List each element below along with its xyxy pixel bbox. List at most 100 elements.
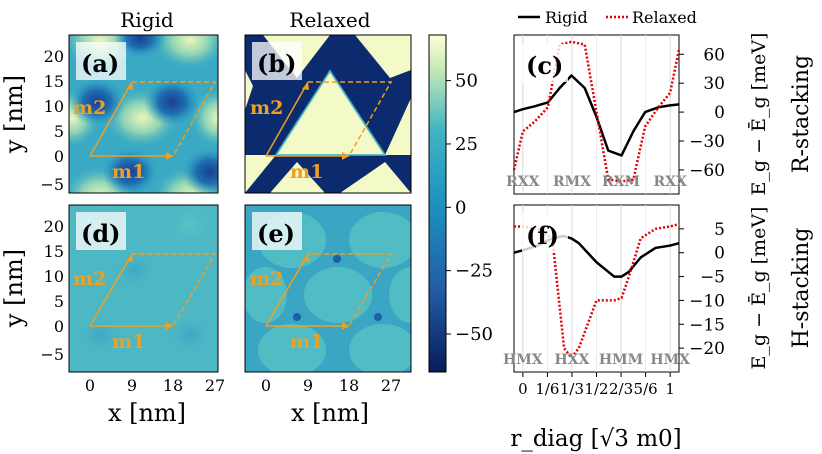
legend-rigid-label: Rigid — [545, 8, 588, 27]
m2-vector-e — [265, 253, 309, 327]
xtick-e-0: 0 — [261, 376, 271, 395]
m1-label-b: m1 — [290, 161, 323, 183]
ytick-d-10: 10 — [44, 267, 64, 286]
xlabel-left: x [nm] — [108, 399, 186, 427]
ytick-d-20: 20 — [44, 217, 64, 236]
ytick-label-c: −30 — [689, 132, 725, 152]
ytick-label-f: −15 — [689, 315, 725, 335]
ytick-d-m5: −5 — [40, 345, 64, 364]
colorbar — [428, 34, 447, 373]
m2-label-b: m2 — [250, 97, 283, 119]
cell-dashed-e — [308, 253, 393, 327]
row-label-r-stacking: R-stacking — [789, 55, 814, 173]
xtick-label-line: 1/2 — [584, 380, 608, 398]
row-label-h-stacking: H-stacking — [789, 228, 814, 349]
ytick-a-0: 0 — [54, 147, 64, 166]
cell-dashed-d — [132, 253, 217, 327]
ytick-label-c: 60 — [703, 45, 725, 65]
ytick-d-15: 15 — [44, 242, 64, 261]
site-label-f: HXX — [554, 352, 589, 368]
column-title-relaxed: Relaxed — [289, 8, 370, 32]
xtick-label-line: 5/6 — [634, 380, 658, 398]
m2-label-e: m2 — [250, 268, 283, 290]
colorbar-tick-label: 25 — [455, 134, 478, 155]
site-label-f: HMX — [650, 352, 690, 368]
colorbar-tick-label: 50 — [455, 71, 478, 92]
cell-dashed-b — [308, 81, 393, 157]
xlabel-right: x [nm] — [291, 399, 369, 427]
vector-arrowheads — [126, 82, 349, 330]
ytick-d-5: 5 — [54, 292, 64, 311]
xtick-label-line: 1 — [665, 380, 675, 398]
ylabel-top: y [nm] — [0, 75, 28, 154]
site-label-c: RXX — [653, 174, 686, 190]
m2-vector-b — [265, 81, 309, 157]
map-axis-ticks: −5 0 5 10 15 20 −5 0 5 10 15 20 0 9 18 2… — [40, 47, 401, 395]
colorbar-tick-label: −50 — [455, 324, 493, 345]
ylabel-c: E_g − Ē_g [meV] — [747, 33, 770, 196]
panel-d-letter: (d) — [81, 219, 121, 248]
column-title-rigid: Rigid — [120, 8, 174, 32]
xlabel-line-panels: r_diag [√3 m0] — [510, 426, 681, 452]
legend-relaxed-label: Relaxed — [632, 8, 697, 27]
ytick-label-c: 30 — [703, 74, 725, 94]
panel-f-letter: (f) — [526, 221, 559, 250]
panel-c-label-box — [522, 44, 568, 82]
panel-e-letter: (e) — [257, 219, 295, 248]
xtick-e-18: 18 — [339, 376, 359, 395]
xtick-e-27: 27 — [381, 376, 401, 395]
ytick-label-c: −60 — [689, 161, 725, 181]
site-label-c: RXM — [602, 174, 640, 190]
m1-label-a: m1 — [112, 161, 145, 183]
site-label-c: RMX — [553, 174, 591, 190]
ytick-a-5: 5 — [54, 122, 64, 141]
ytick-a-20: 20 — [44, 47, 64, 66]
xtick-label-line: 2/3 — [609, 380, 633, 398]
vector-labels: m1 m2 m1 m2 m1 m2 m1 m2 — [73, 97, 323, 353]
m2-vector-a — [89, 81, 133, 157]
site-label-f: HMX — [503, 352, 543, 368]
ytick-label-f: −20 — [689, 339, 725, 359]
panel-e-label-box — [252, 212, 302, 250]
series-line-relaxed-c — [512, 40, 681, 183]
xtick-d-0: 0 — [85, 376, 95, 395]
ytick-a-10: 10 — [44, 97, 64, 116]
panel-b-letter: (b) — [257, 49, 297, 78]
panel-a-heatmap — [69, 35, 218, 193]
xtick-d-27: 27 — [205, 376, 225, 395]
panel-a-label-box — [76, 42, 126, 80]
ylabel-f: E_g − Ē_g [meV] — [747, 207, 770, 370]
ytick-d-0: 0 — [54, 317, 64, 336]
ytick-label-f: 0 — [714, 244, 725, 264]
site-label-f: HMM — [599, 352, 643, 368]
panel-a-letter: (a) — [81, 49, 119, 78]
ylabel-bottom: y [nm] — [0, 249, 28, 328]
m1-label-d: m1 — [112, 331, 145, 353]
ytick-label-f: 5 — [714, 220, 725, 240]
panel-b-label-box — [252, 42, 302, 80]
ytick-a-m5: −5 — [40, 175, 64, 194]
line-legend: Rigid Relaxed — [518, 8, 697, 27]
cell-dashed-a — [132, 81, 217, 157]
colorbar-ticks: 50 25 0 −25 −50 — [446, 71, 493, 345]
xtick-label-line: 0 — [518, 380, 528, 398]
ytick-a-15: 15 — [44, 72, 64, 91]
unit-cell-overlays — [89, 81, 393, 327]
site-label-c: RXX — [506, 174, 539, 190]
panel-c-letter: (c) — [526, 51, 563, 80]
colorbar-tick-label: 0 — [455, 197, 466, 218]
xtick-label-line: 1/3 — [560, 380, 584, 398]
xtick-d-9: 9 — [127, 376, 137, 395]
m2-vector-d — [89, 253, 133, 327]
xtick-label-line: 1/6 — [535, 380, 559, 398]
xtick-d-18: 18 — [163, 376, 183, 395]
ytick-label-f: −5 — [700, 268, 725, 288]
xtick-e-9: 9 — [303, 376, 313, 395]
m2-label-a: m2 — [73, 97, 106, 119]
m1-label-e: m1 — [290, 331, 323, 353]
panel-f-label-box — [522, 214, 568, 252]
ytick-label-c: 0 — [714, 103, 725, 123]
colorbar-tick-label: −25 — [455, 261, 493, 282]
